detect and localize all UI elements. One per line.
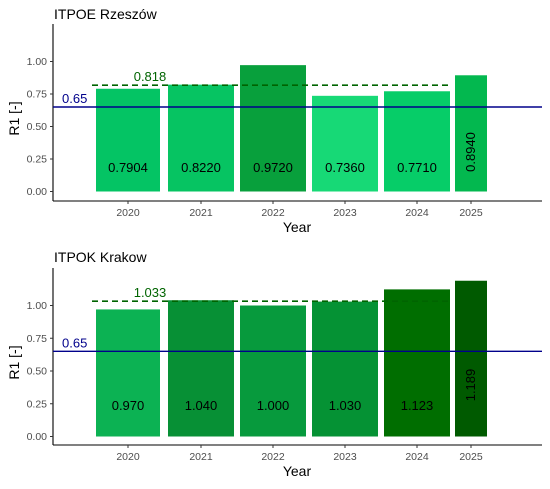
bar-2024 xyxy=(384,289,450,437)
chart-panel-rzeszow: ITPOE Rzeszów 0.00 0.25 0.50 0.75 1.00 2020 202… xyxy=(6,6,542,235)
bar-2020 xyxy=(96,88,160,192)
y-axis-title: R1 [-] xyxy=(6,101,22,135)
x-axis-title: Year xyxy=(283,219,312,235)
chart-panel-krakow: ITPOK Krakow 0.00 0.25 0.50 0.75 1.00 2020 2021… xyxy=(6,249,542,479)
bar-2020 xyxy=(96,309,160,437)
y-tick-label: 0.00 xyxy=(27,431,48,443)
x-tick-label: 2021 xyxy=(189,451,213,463)
bar-2025 xyxy=(455,280,487,437)
bar-value-label: 0.7904 xyxy=(108,160,148,175)
panel-title: ITPOK Krakow xyxy=(54,249,147,265)
bar-value-label: 1.123 xyxy=(401,398,434,413)
bar-2025 xyxy=(455,75,487,192)
bar-2023 xyxy=(312,301,378,437)
y-tick-label: 0.75 xyxy=(27,333,48,345)
bar-value-label: 0.8940 xyxy=(463,132,478,172)
bar-value-label: 0.7710 xyxy=(397,160,437,175)
x-tick-label: 2022 xyxy=(261,207,285,219)
x-tick-label: 2025 xyxy=(459,207,483,219)
x-tick-label: 2020 xyxy=(116,207,140,219)
reference-label: 0.65 xyxy=(62,335,87,350)
bar-value-label: 0.970 xyxy=(112,398,145,413)
y-tick-label: 0.00 xyxy=(27,186,48,198)
bar-value-label: 0.8220 xyxy=(181,160,221,175)
y-tick-label: 0.25 xyxy=(27,398,48,410)
y-tick-label: 0.25 xyxy=(27,154,48,166)
bar-value-label: 1.030 xyxy=(329,398,362,413)
reference-label: 0.65 xyxy=(62,91,87,106)
x-tick-label: 2020 xyxy=(116,451,140,463)
x-tick-label: 2023 xyxy=(333,451,357,463)
x-tick-label: 2021 xyxy=(189,207,213,219)
bar-value-label: 1.189 xyxy=(463,369,478,402)
bar-value-label: 0.7360 xyxy=(325,160,365,175)
bar-2024 xyxy=(384,91,450,192)
y-tick-label: 0.50 xyxy=(27,366,48,378)
panel-title: ITPOE Rzeszów xyxy=(54,6,158,22)
mean-label: 0.818 xyxy=(134,69,167,84)
bar-2022 xyxy=(240,65,306,192)
y-tick-label: 1.00 xyxy=(27,56,48,68)
bar-2021 xyxy=(168,84,234,192)
x-tick-label: 2024 xyxy=(405,451,429,463)
x-axis-title: Year xyxy=(283,463,312,479)
bar-value-label: 1.040 xyxy=(185,398,218,413)
y-tick-label: 1.00 xyxy=(27,300,48,312)
y-tick-label: 0.50 xyxy=(27,121,48,133)
bar-value-label: 1.000 xyxy=(257,398,290,413)
bar-2022 xyxy=(240,305,306,437)
bar-2021 xyxy=(168,300,234,437)
x-tick-label: 2024 xyxy=(405,207,429,219)
y-tick-label: 0.75 xyxy=(27,89,48,101)
x-tick-label: 2022 xyxy=(261,451,285,463)
y-axis-title: R1 [-] xyxy=(6,345,22,379)
bar-2023 xyxy=(312,95,378,192)
bar-value-label: 0.9720 xyxy=(253,160,293,175)
mean-label: 1.033 xyxy=(134,285,167,300)
x-tick-label: 2023 xyxy=(333,207,357,219)
x-tick-label: 2025 xyxy=(459,451,483,463)
